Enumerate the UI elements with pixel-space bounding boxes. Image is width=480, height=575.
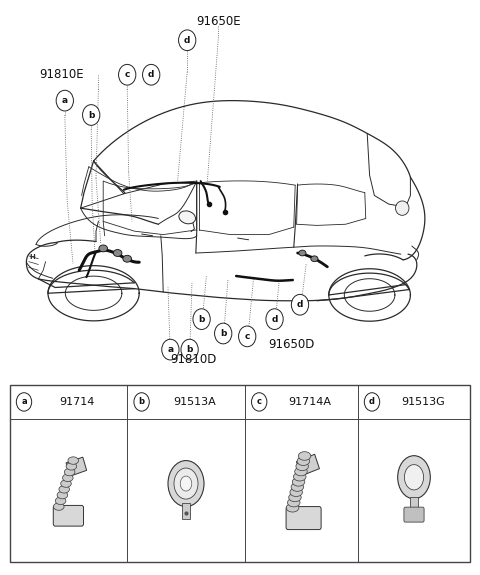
Text: d: d [271, 315, 278, 324]
Text: 91714: 91714 [60, 397, 95, 407]
Ellipse shape [113, 250, 122, 256]
Ellipse shape [298, 452, 311, 460]
Ellipse shape [168, 461, 204, 507]
Ellipse shape [396, 201, 409, 215]
Ellipse shape [99, 245, 108, 252]
Ellipse shape [290, 488, 302, 496]
Text: 91810E: 91810E [39, 68, 84, 81]
Ellipse shape [180, 476, 192, 491]
Ellipse shape [59, 485, 70, 493]
Ellipse shape [55, 497, 66, 505]
FancyBboxPatch shape [404, 507, 424, 522]
Text: 91650E: 91650E [196, 16, 240, 28]
Text: 91650D: 91650D [268, 339, 314, 351]
Circle shape [291, 294, 309, 315]
FancyBboxPatch shape [286, 507, 321, 530]
Ellipse shape [291, 482, 303, 491]
Polygon shape [296, 454, 320, 476]
Text: 91810D: 91810D [170, 353, 217, 366]
Circle shape [364, 393, 380, 411]
Text: c: c [257, 397, 262, 407]
Circle shape [143, 64, 160, 85]
Text: b: b [139, 397, 144, 407]
Ellipse shape [288, 498, 300, 507]
Text: d: d [297, 300, 303, 309]
Circle shape [119, 64, 136, 85]
FancyBboxPatch shape [53, 505, 84, 526]
Circle shape [252, 393, 267, 411]
Text: a: a [62, 96, 68, 105]
Ellipse shape [293, 473, 306, 481]
Polygon shape [66, 457, 87, 476]
Ellipse shape [299, 250, 306, 256]
Text: a: a [21, 397, 27, 407]
Ellipse shape [296, 462, 308, 470]
Ellipse shape [57, 491, 68, 499]
Ellipse shape [295, 467, 307, 476]
Ellipse shape [311, 256, 318, 262]
Text: d: d [148, 70, 155, 79]
Circle shape [266, 309, 283, 329]
Circle shape [193, 309, 210, 329]
Ellipse shape [66, 462, 77, 470]
Circle shape [181, 339, 198, 360]
Circle shape [56, 90, 73, 111]
Ellipse shape [179, 211, 195, 224]
Text: d: d [184, 36, 191, 45]
Text: 91714A: 91714A [288, 397, 331, 407]
Text: b: b [220, 329, 227, 338]
Ellipse shape [288, 493, 301, 501]
Ellipse shape [174, 468, 198, 499]
Ellipse shape [297, 457, 310, 466]
Ellipse shape [286, 504, 299, 512]
Ellipse shape [404, 465, 424, 490]
Text: b: b [186, 345, 193, 354]
Bar [410, 497, 418, 510]
Text: b: b [198, 315, 205, 324]
Ellipse shape [54, 503, 64, 511]
Circle shape [134, 393, 149, 411]
Circle shape [16, 393, 32, 411]
Circle shape [179, 30, 196, 51]
Text: a: a [168, 345, 173, 354]
Text: 91513G: 91513G [401, 397, 444, 407]
Circle shape [162, 339, 179, 360]
Text: b: b [88, 110, 95, 120]
Text: c: c [244, 332, 250, 341]
Ellipse shape [60, 480, 71, 487]
Bar [181, 503, 190, 519]
Text: H: H [30, 254, 36, 260]
Circle shape [239, 326, 256, 347]
Text: 91513A: 91513A [173, 397, 216, 407]
Ellipse shape [68, 457, 79, 465]
Text: c: c [124, 70, 130, 79]
Ellipse shape [292, 477, 305, 486]
Bar [10, 385, 470, 562]
Ellipse shape [64, 468, 75, 476]
Text: d: d [369, 397, 375, 407]
Circle shape [83, 105, 100, 125]
Ellipse shape [62, 474, 73, 481]
Ellipse shape [123, 255, 132, 262]
Circle shape [215, 323, 232, 344]
Ellipse shape [397, 455, 430, 499]
